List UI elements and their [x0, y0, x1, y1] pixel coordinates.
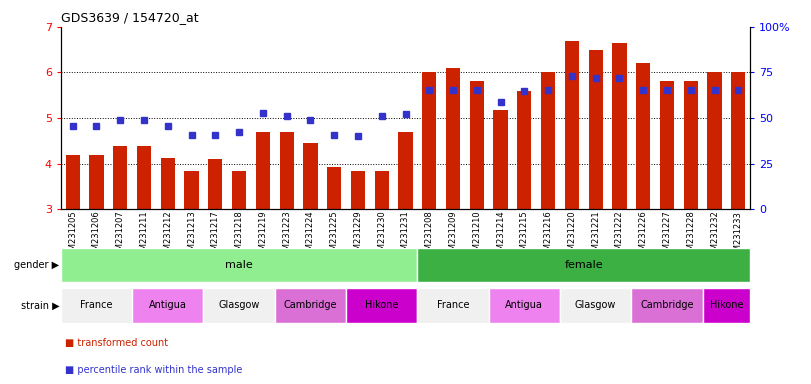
Bar — [418, 248, 750, 282]
Bar — [303, 143, 318, 209]
Text: Hikone: Hikone — [365, 300, 398, 310]
Text: France: France — [437, 300, 470, 310]
Bar — [489, 288, 560, 323]
Bar — [184, 170, 199, 209]
Text: Glasgow: Glasgow — [575, 300, 616, 310]
Bar — [707, 71, 722, 209]
Bar — [66, 156, 79, 209]
Text: female: female — [564, 260, 603, 270]
Bar — [493, 110, 508, 209]
Bar — [636, 63, 650, 209]
Bar — [161, 158, 175, 209]
Bar — [275, 288, 346, 323]
Text: male: male — [225, 260, 253, 270]
Bar — [61, 248, 418, 282]
Bar — [541, 73, 556, 209]
Bar — [732, 71, 745, 209]
Bar — [517, 91, 531, 209]
Bar — [132, 288, 204, 323]
Bar — [327, 167, 341, 209]
Bar — [113, 146, 127, 209]
Bar — [89, 156, 104, 209]
Bar — [255, 132, 270, 209]
Text: France: France — [80, 300, 113, 310]
Text: GDS3639 / 154720_at: GDS3639 / 154720_at — [61, 11, 199, 24]
Bar — [470, 81, 484, 209]
Bar — [351, 171, 365, 209]
Bar — [398, 132, 413, 209]
Bar — [280, 132, 294, 209]
Bar — [446, 68, 460, 209]
Bar — [612, 43, 627, 209]
Text: Cambridge: Cambridge — [284, 300, 337, 310]
Bar — [61, 288, 132, 323]
Text: gender ▶: gender ▶ — [14, 260, 59, 270]
Bar — [560, 288, 631, 323]
Text: Glasgow: Glasgow — [218, 300, 260, 310]
Bar — [423, 71, 436, 209]
Text: Cambridge: Cambridge — [640, 300, 693, 310]
Bar — [375, 170, 388, 209]
Text: Antigua: Antigua — [149, 300, 187, 310]
Text: Antigua: Antigua — [505, 300, 543, 310]
Bar — [137, 146, 151, 209]
Bar — [631, 288, 702, 323]
Bar — [702, 288, 750, 323]
Bar — [564, 41, 579, 209]
Bar — [589, 50, 603, 209]
Bar — [346, 288, 418, 323]
Bar — [684, 81, 698, 209]
Bar — [204, 288, 275, 323]
Bar — [660, 81, 674, 209]
Bar — [418, 288, 489, 323]
Text: ■ transformed count: ■ transformed count — [65, 338, 168, 348]
Bar — [208, 159, 222, 209]
Bar — [232, 170, 247, 209]
Text: ■ percentile rank within the sample: ■ percentile rank within the sample — [65, 365, 242, 375]
Text: Hikone: Hikone — [710, 300, 743, 310]
Text: strain ▶: strain ▶ — [20, 300, 59, 310]
